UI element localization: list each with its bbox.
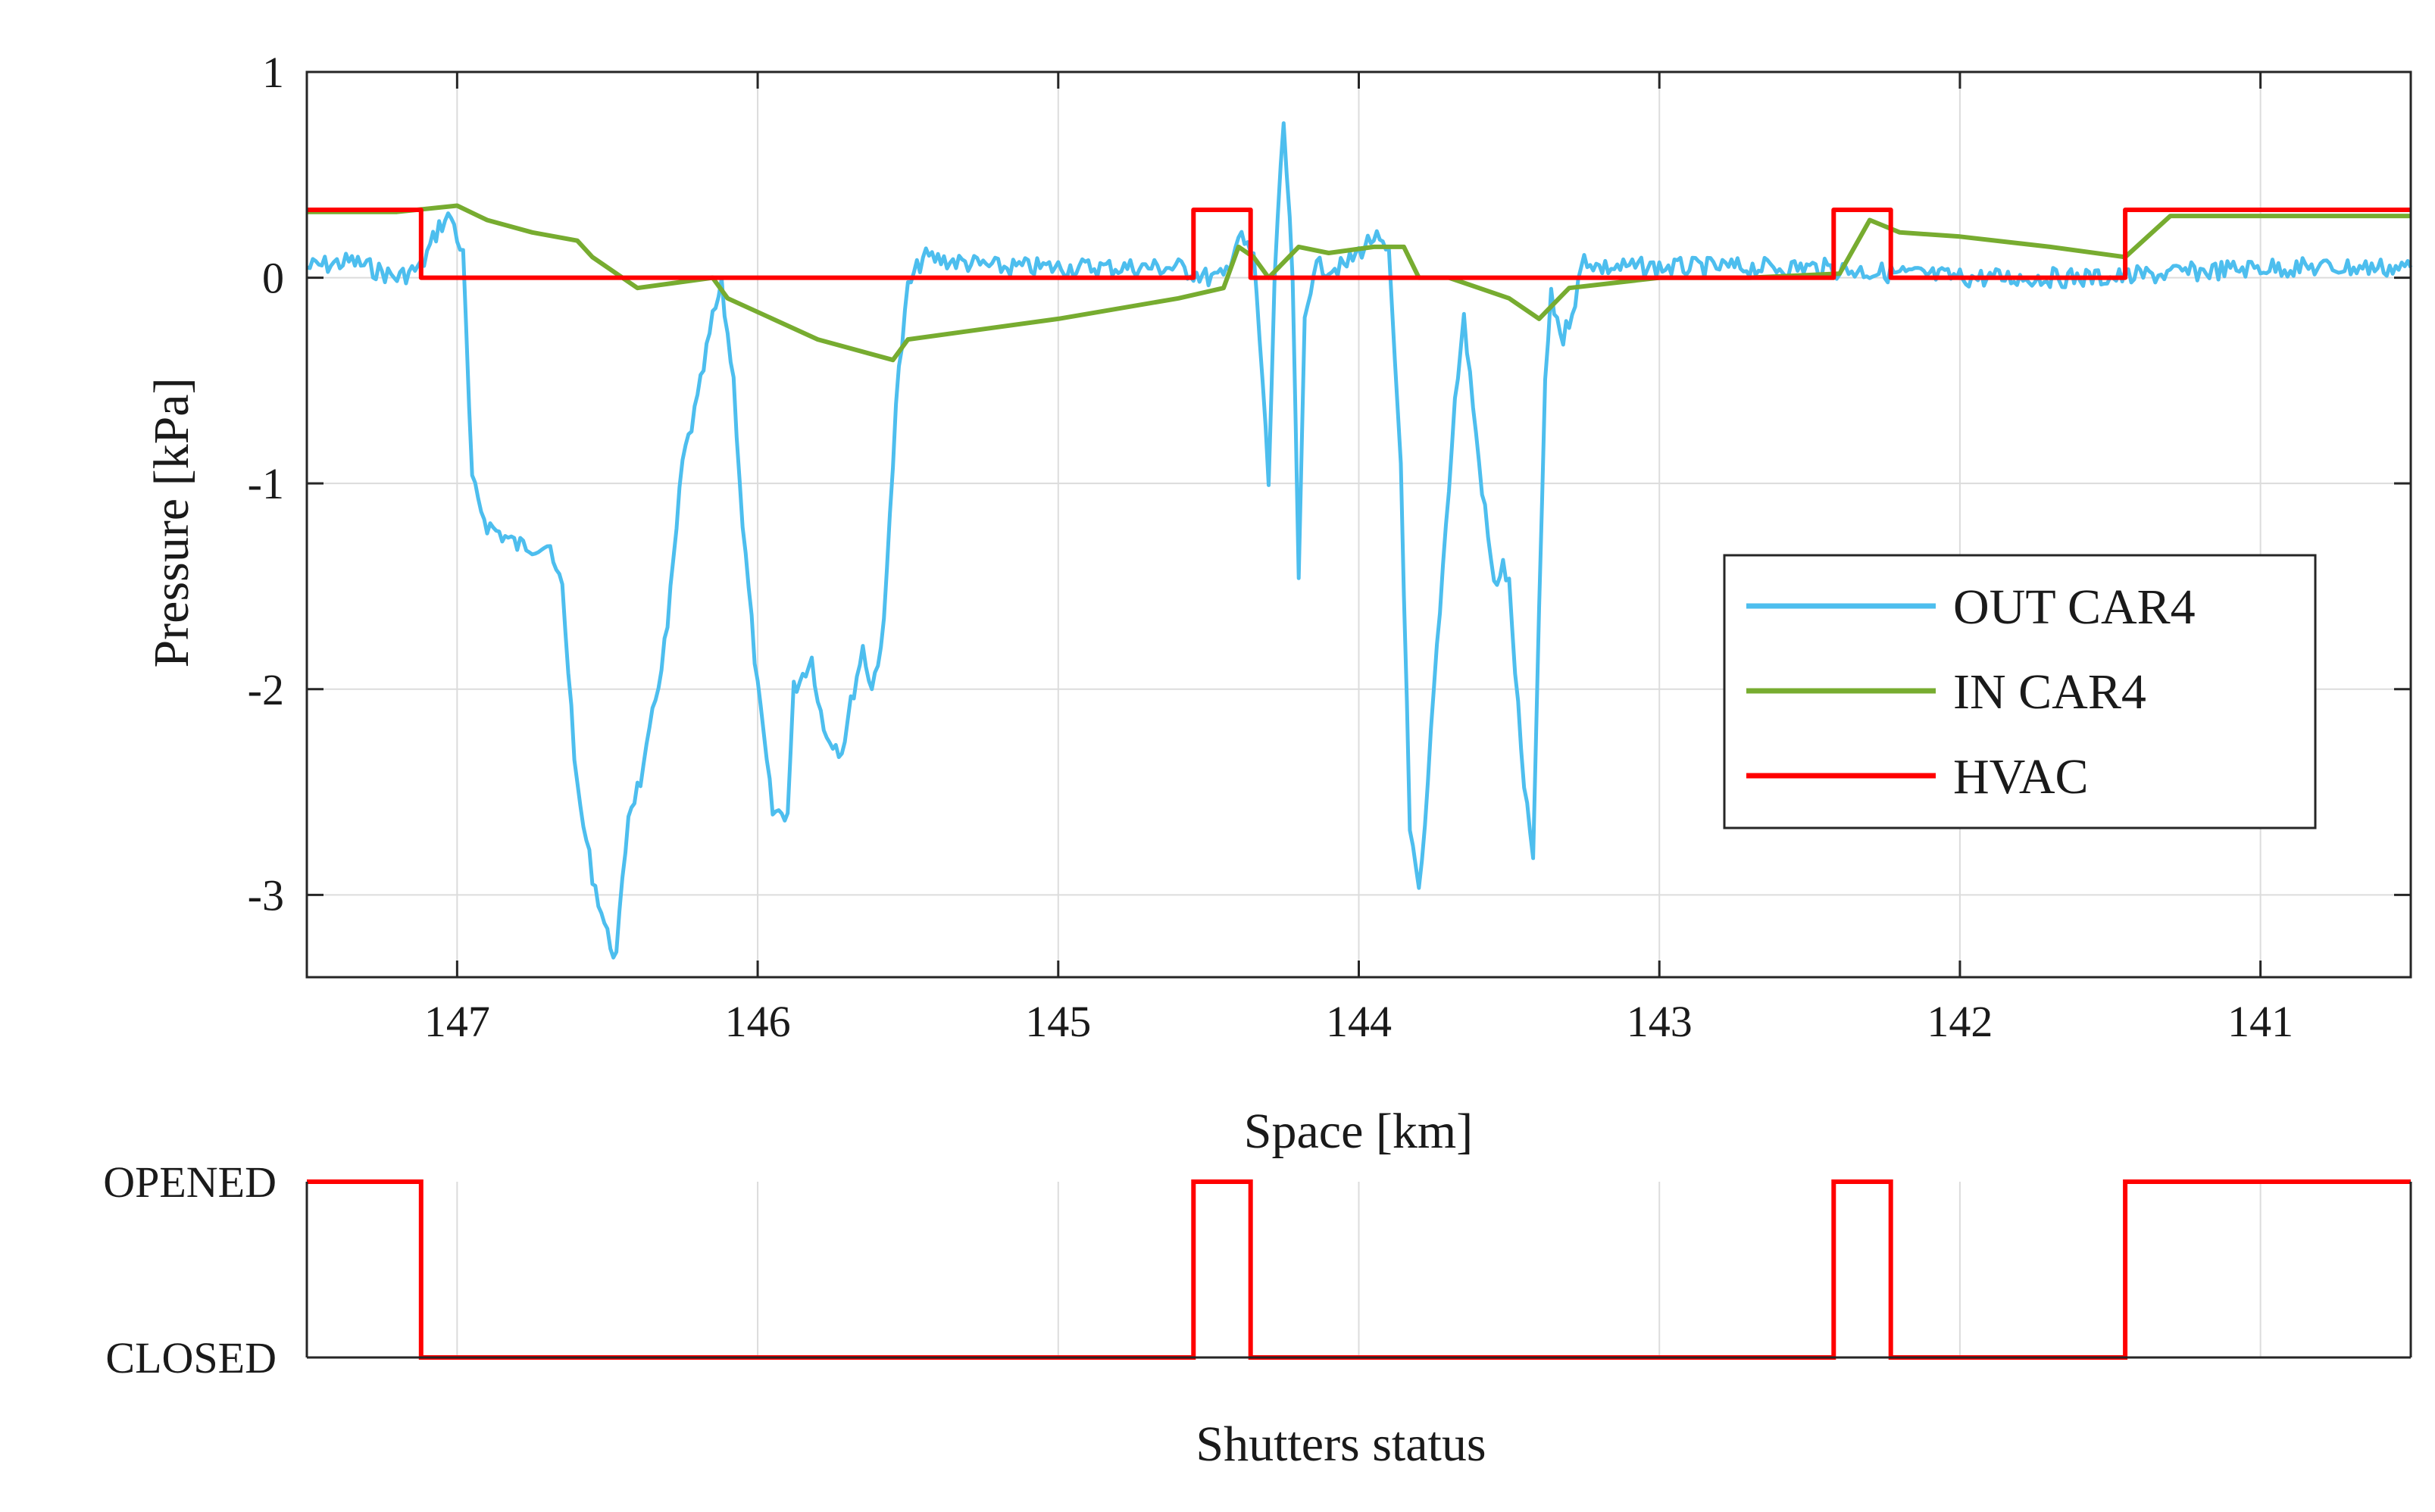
pressure-ticks <box>307 70 2411 977</box>
y-tick-label: -3 <box>248 870 284 920</box>
x-tick-label: 145 <box>1025 997 1091 1046</box>
y-tick-label: 1 <box>262 48 284 97</box>
legend-label-out-car4: OUT CAR4 <box>1953 579 2196 635</box>
legend: OUT CAR4 IN CAR4 HVAC <box>1723 554 2317 829</box>
series-line-hvac <box>307 208 2411 280</box>
y-tick-label: 0 <box>262 254 284 303</box>
pressure-tick-labels: 147 146 145 144 143 142 141 1 0 -1 -2 -3 <box>248 48 2293 1046</box>
shutters-status-plot: OPENED CLOSED Shutters status <box>103 1157 2412 1472</box>
shutters-grid <box>456 1182 2262 1357</box>
legend-label-hvac: HVAC <box>1953 749 2089 804</box>
shutters-tick-labels: OPENED CLOSED <box>103 1157 277 1382</box>
pressure-plot: 147 146 145 144 143 142 141 1 0 -1 -2 -3 Space [km]… <box>144 48 2413 1159</box>
x-tick-label: 143 <box>1627 997 1693 1046</box>
x-tick-label: 144 <box>1326 997 1392 1046</box>
x-tick-label: 147 <box>424 997 490 1046</box>
x-axis-title: Space [km] <box>1244 1104 1473 1159</box>
shutters-y-label: CLOSED <box>105 1333 277 1382</box>
pressure-series-group <box>306 121 2413 960</box>
y-tick-label: -1 <box>248 459 284 508</box>
y-axis-title: Pressure [kPa] <box>144 377 199 667</box>
shutters-axis-title: Shutters status <box>1196 1417 1486 1472</box>
x-tick-label: 146 <box>725 997 791 1046</box>
shutters-y-label: OPENED <box>103 1157 277 1207</box>
legend-label-in-car4: IN CAR4 <box>1953 664 2146 720</box>
x-tick-label: 141 <box>2227 997 2293 1046</box>
x-tick-label: 142 <box>1927 997 1993 1046</box>
y-tick-label: -2 <box>248 665 284 714</box>
